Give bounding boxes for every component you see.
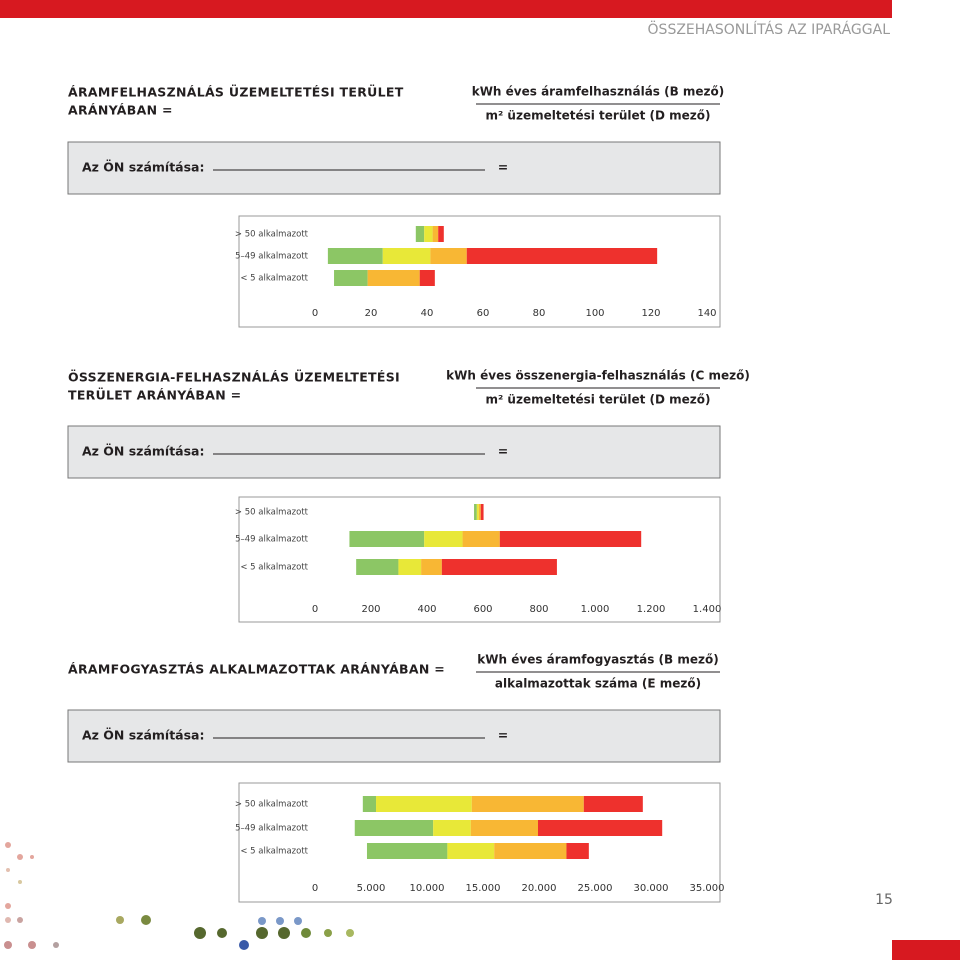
x-tick-label: 400 xyxy=(417,604,436,615)
page-number: 15 xyxy=(875,892,893,908)
bar-segment xyxy=(354,820,434,836)
x-tick-label: 60 xyxy=(477,308,490,319)
header-title: ÖSSZEHASONLÍTÁS AZ IPARÁGGAL xyxy=(648,20,891,38)
section-title: ÁRAMFELHASZNÁLÁS ÜZEMELTETÉSI TERÜLET xyxy=(68,85,404,100)
row-label: > 50 alkalmazott xyxy=(235,230,309,240)
bar-segment xyxy=(583,796,643,812)
x-tick-label: 1.400 xyxy=(693,604,722,615)
x-tick-label: 800 xyxy=(529,604,548,615)
denominator: alkalmazottak száma (E mező) xyxy=(495,677,701,691)
bar-segment xyxy=(419,270,435,286)
x-tick-label: 80 xyxy=(533,308,546,319)
numerator: kWh éves áramfelhasználás (B mező) xyxy=(472,85,725,99)
x-tick-label: 25.000 xyxy=(578,883,613,894)
bar-segment xyxy=(433,820,471,836)
row-label: 5–49 alkalmazott xyxy=(235,252,309,262)
section-title: ÖSSZENERGIA-FELHASZNÁLÁS ÜZEMELTETÉSI xyxy=(68,370,400,385)
bar-segment xyxy=(474,504,477,520)
x-tick-label: 1.200 xyxy=(637,604,666,615)
bar-segment xyxy=(480,504,484,520)
bar-segment xyxy=(441,559,557,575)
bottom-band xyxy=(892,940,960,960)
row-label: < 5 alkalmazott xyxy=(240,274,308,284)
bar-segment xyxy=(356,559,399,575)
numerator: kWh éves áramfogyasztás (B mező) xyxy=(477,653,718,667)
bar-segment xyxy=(398,559,422,575)
bar-segment xyxy=(471,796,584,812)
denominator: m² üzemeltetési terület (D mező) xyxy=(485,109,710,123)
bar-segment xyxy=(376,796,472,812)
bar-segment xyxy=(438,226,444,242)
x-tick-label: 35.000 xyxy=(690,883,725,894)
calc-label: Az ÖN számítása: xyxy=(82,160,205,175)
x-tick-label: 200 xyxy=(361,604,380,615)
x-tick-label: 10.000 xyxy=(410,883,445,894)
bar-segment xyxy=(432,226,439,242)
bar-segment xyxy=(424,226,433,242)
row-label: < 5 alkalmazott xyxy=(240,563,308,573)
bar-segment xyxy=(367,270,420,286)
bar-segment xyxy=(382,248,431,264)
bar-segment xyxy=(466,248,658,264)
calc-box xyxy=(67,709,721,763)
x-tick-label: 20.000 xyxy=(522,883,557,894)
row-label: 5–49 alkalmazott xyxy=(235,824,309,834)
x-tick-label: 600 xyxy=(473,604,492,615)
chart-box xyxy=(238,215,721,328)
bar-segment xyxy=(366,843,448,859)
row-label: 5–49 alkalmazott xyxy=(235,535,309,545)
x-tick-label: 1.000 xyxy=(581,604,610,615)
bar-segment xyxy=(430,248,467,264)
bar-segment xyxy=(415,226,425,242)
denominator: m² üzemeltetési terület (D mező) xyxy=(485,393,710,407)
x-tick-label: 0 xyxy=(312,308,318,319)
section-title: ARÁNYÁBAN = xyxy=(68,103,173,118)
x-tick-label: 100 xyxy=(585,308,604,319)
bar-segment xyxy=(362,796,377,812)
x-tick-label: 20 xyxy=(365,308,378,319)
bar-segment xyxy=(470,820,538,836)
bar-segment xyxy=(447,843,495,859)
row-label: > 50 alkalmazott xyxy=(235,800,309,810)
x-tick-label: 40 xyxy=(421,308,434,319)
row-label: > 50 alkalmazott xyxy=(235,508,309,518)
calc-equals: = xyxy=(498,444,508,459)
section-title: ÁRAMFOGYASZTÁS ALKALMAZOTTAK ARÁNYÁBAN = xyxy=(68,662,445,677)
calc-label: Az ÖN számítása: xyxy=(82,728,205,743)
x-tick-label: 0 xyxy=(312,883,318,894)
calc-label: Az ÖN számítása: xyxy=(82,444,205,459)
bar-segment xyxy=(462,531,500,547)
decor-dots xyxy=(4,842,354,950)
bar-segment xyxy=(537,820,663,836)
calc-box xyxy=(67,425,721,479)
row-label: < 5 alkalmazott xyxy=(240,847,308,857)
x-tick-label: 120 xyxy=(641,308,660,319)
bar-segment xyxy=(424,531,463,547)
section-title: TERÜLET ARÁNYÁBAN = xyxy=(68,388,241,403)
top-band xyxy=(0,0,892,18)
bar-segment xyxy=(478,504,481,520)
bar-segment xyxy=(566,843,589,859)
x-tick-label: 5.000 xyxy=(357,883,386,894)
calc-equals: = xyxy=(498,160,508,175)
numerator: kWh éves összenergia-felhasználás (C mez… xyxy=(446,369,750,383)
bar-segment xyxy=(349,531,425,547)
bar-segment xyxy=(494,843,567,859)
bar-segment xyxy=(421,559,442,575)
x-tick-label: 0 xyxy=(312,604,318,615)
bar-segment xyxy=(334,270,368,286)
bar-segment xyxy=(476,504,479,520)
calc-equals: = xyxy=(498,728,508,743)
bar-segment xyxy=(327,248,383,264)
bar-segment xyxy=(499,531,642,547)
x-tick-label: 140 xyxy=(697,308,716,319)
x-tick-label: 30.000 xyxy=(634,883,669,894)
calc-box xyxy=(67,141,721,195)
x-tick-label: 15.000 xyxy=(466,883,501,894)
